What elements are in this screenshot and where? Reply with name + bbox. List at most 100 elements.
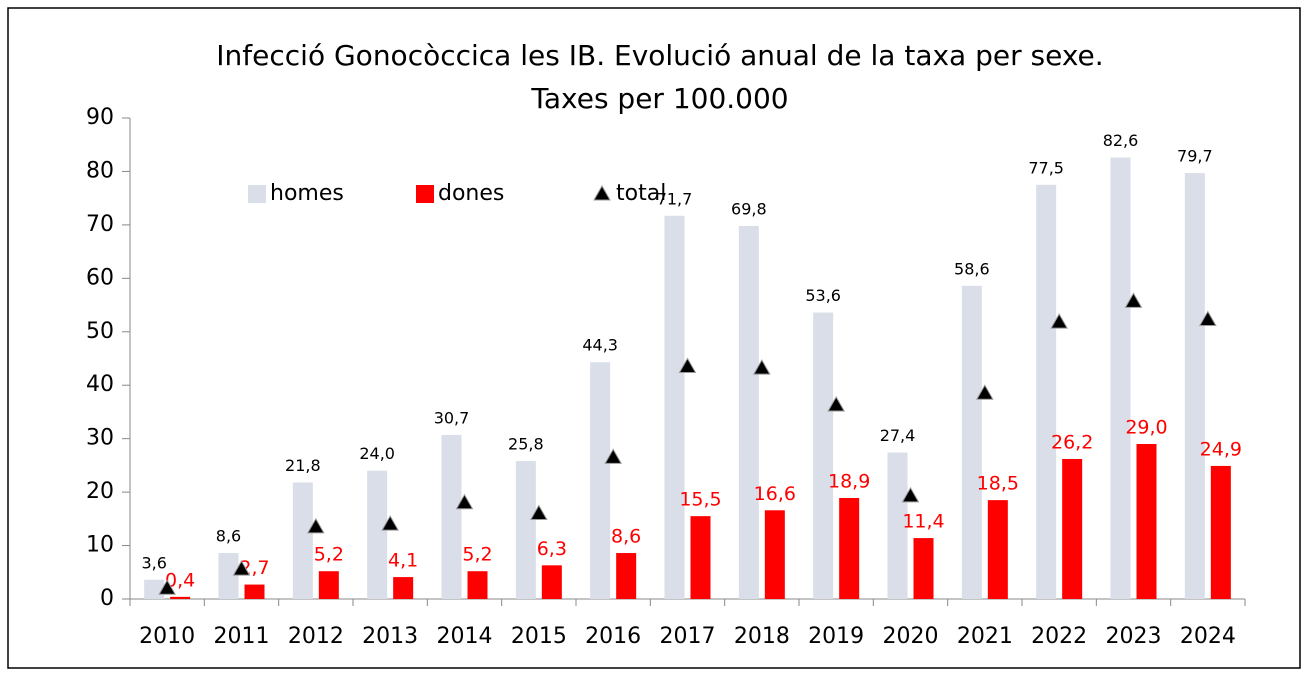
legend-label: total (616, 181, 666, 206)
dones-bar (690, 516, 711, 599)
total-marker (529, 504, 548, 520)
total-marker (232, 560, 251, 576)
homes-bar (590, 362, 611, 599)
homes-bar (813, 312, 834, 599)
data-label: 71,7 (657, 189, 693, 208)
total-marker (752, 359, 771, 375)
data-label: 29,0 (1125, 417, 1167, 439)
data-label: 27,4 (880, 426, 916, 445)
y-tick-label: 10 (86, 533, 114, 558)
dones-bar (764, 510, 785, 599)
chart-title: Infecció Gonocòccica les IB. Evolució an… (216, 39, 1103, 72)
homes-bar (664, 215, 685, 599)
legend-marker (593, 184, 611, 201)
dones-bar (913, 538, 934, 599)
dones-bar (393, 577, 414, 599)
y-tick-label: 60 (86, 265, 114, 290)
data-label: 0,4 (165, 569, 195, 591)
x-tick-label: 2022 (1031, 624, 1087, 649)
total-marker (1124, 292, 1143, 308)
total-marker (158, 579, 177, 595)
total-marker (975, 384, 994, 400)
x-tick-label: 2018 (734, 624, 790, 649)
dones-bar (244, 584, 265, 599)
data-label: 15,5 (679, 489, 721, 511)
y-tick-label: 40 (86, 372, 114, 397)
legend-label: dones (438, 181, 504, 206)
dones-bar (616, 553, 637, 599)
data-label: 24,0 (359, 444, 395, 463)
x-tick-label: 2019 (808, 624, 864, 649)
homes-bar (367, 470, 388, 599)
y-tick-label: 50 (86, 319, 114, 344)
legend-swatch (248, 185, 266, 203)
y-tick-label: 90 (86, 105, 114, 130)
data-label: 25,8 (508, 435, 544, 454)
y-tick-label: 70 (86, 212, 114, 237)
homes-bar (515, 461, 536, 599)
data-label: 69,8 (731, 199, 767, 218)
data-label: 5,2 (462, 544, 492, 566)
data-label: 24,9 (1200, 438, 1242, 460)
x-tick-label: 2016 (585, 624, 641, 649)
total-marker (901, 486, 920, 503)
x-tick-label: 2012 (288, 624, 344, 649)
dones-bar (1136, 444, 1157, 599)
homes-bar (292, 482, 313, 599)
total-marker (306, 517, 325, 534)
dones-bar (541, 565, 562, 599)
x-tick-label: 2020 (883, 624, 939, 649)
data-label: 4,1 (388, 550, 418, 572)
total-marker (604, 448, 623, 464)
data-label: 8,6 (216, 527, 241, 546)
legend-label: homes (270, 181, 344, 206)
data-label: 11,4 (902, 511, 944, 533)
x-tick-label: 2013 (362, 624, 418, 649)
y-tick-label: 0 (100, 586, 114, 611)
data-label: 44,3 (582, 336, 618, 355)
y-tick-label: 80 (86, 158, 114, 183)
data-label: 58,6 (954, 259, 990, 278)
data-label: 6,3 (537, 538, 567, 560)
homes-bar (738, 225, 759, 600)
dones-bar (170, 596, 191, 599)
x-tick-label: 2015 (511, 624, 567, 649)
data-label: 8,6 (611, 526, 641, 548)
data-label: 26,2 (1051, 431, 1093, 453)
dones-bar (839, 497, 860, 599)
data-label: 30,7 (434, 408, 470, 427)
total-marker (1198, 310, 1217, 326)
homes-bar (1184, 173, 1205, 599)
x-tick-label: 2023 (1106, 624, 1162, 649)
dones-bar (318, 571, 339, 599)
data-label: 79,7 (1177, 147, 1213, 166)
dones-bar (987, 500, 1008, 599)
dones-bar (1210, 465, 1231, 599)
total-marker (381, 515, 400, 531)
dones-bar (1062, 458, 1083, 599)
x-tick-label: 2011 (214, 624, 270, 649)
data-label: 16,6 (754, 483, 796, 505)
data-label: 3,6 (141, 553, 166, 572)
data-label: 5,2 (314, 544, 344, 566)
homes-bar (1036, 184, 1057, 600)
data-label: 18,5 (977, 473, 1019, 495)
homes-bar (218, 553, 239, 599)
data-label: 82,6 (1103, 131, 1139, 150)
x-tick-label: 2014 (437, 624, 493, 649)
dones-bar (467, 571, 488, 599)
chart-title: Taxes per 100.000 (530, 82, 788, 115)
data-label: 77,5 (1028, 158, 1064, 177)
x-tick-label: 2024 (1180, 624, 1236, 649)
homes-bar (441, 434, 462, 599)
homes-bar (887, 452, 908, 599)
y-tick-label: 30 (86, 426, 114, 451)
homes-bar (961, 285, 982, 599)
homes-bar (1110, 157, 1131, 599)
data-label: 18,9 (828, 470, 870, 492)
total-marker (678, 357, 697, 374)
homes-bar (144, 579, 165, 599)
x-tick-label: 2017 (660, 624, 716, 649)
legend-swatch (416, 185, 434, 203)
